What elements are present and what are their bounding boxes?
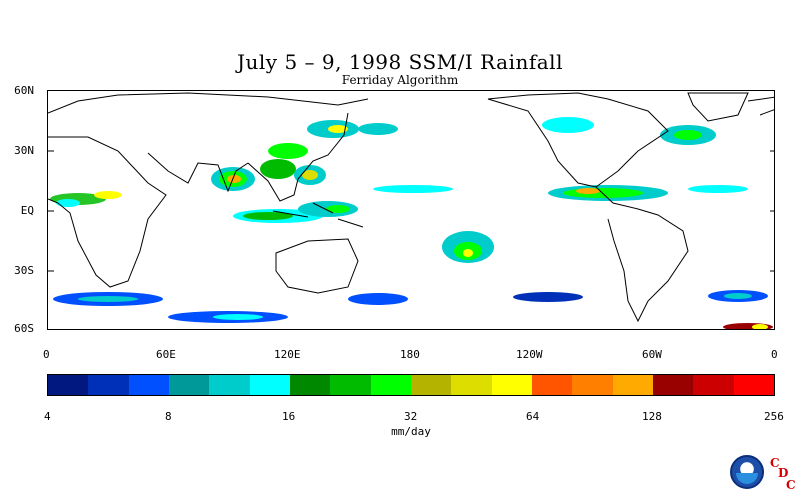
cdc-letter-d: D bbox=[778, 466, 789, 480]
lon-label-0-left: 0 bbox=[43, 348, 50, 361]
map-title: July 5 – 9, 1998 SSM/I Rainfall bbox=[237, 50, 563, 74]
colorbar-swatch bbox=[652, 375, 694, 395]
colorbar-swatch bbox=[572, 375, 613, 395]
lon-label-120e: 120E bbox=[274, 348, 301, 361]
colorbar-swatch bbox=[370, 375, 411, 395]
colorbar-swatch bbox=[410, 375, 452, 395]
colorbar-tick-128: 128 bbox=[642, 410, 662, 423]
colorbar-tick-64: 64 bbox=[526, 410, 540, 423]
map-ticks bbox=[48, 150, 774, 272]
lat-label-30n: 30N bbox=[14, 144, 34, 157]
colorbar-swatch bbox=[491, 375, 532, 395]
colorbar-swatch bbox=[451, 375, 492, 395]
colorbar-tick-32: 32 bbox=[404, 410, 418, 423]
colorbar-swatch bbox=[733, 375, 774, 395]
lat-label-60n: 60N bbox=[14, 84, 34, 97]
colorbar bbox=[47, 374, 775, 396]
colorbar-swatch bbox=[209, 375, 250, 395]
colorbar-swatch bbox=[168, 375, 210, 395]
lon-label-60e: 60E bbox=[156, 348, 176, 361]
rainfall-patches bbox=[50, 117, 773, 329]
lat-label-30s: 30S bbox=[14, 264, 34, 277]
lat-label-60s: 60S bbox=[14, 322, 34, 335]
colorbar-tick-256: 256 bbox=[764, 410, 784, 423]
colorbar-tick-4: 4 bbox=[44, 410, 51, 423]
colorbar-swatch bbox=[88, 375, 129, 395]
rainfall-map bbox=[47, 90, 775, 330]
colorbar-tick-8: 8 bbox=[165, 410, 172, 423]
colorbar-swatch bbox=[249, 375, 290, 395]
colorbar-swatch bbox=[330, 375, 371, 395]
colorbar-swatch bbox=[128, 375, 169, 395]
colorbar-swatch bbox=[289, 375, 331, 395]
colorbar-swatch bbox=[612, 375, 653, 395]
colorbar-units: mm/day bbox=[391, 425, 431, 438]
lat-label-eq: EQ bbox=[20, 204, 34, 217]
colorbar-swatch bbox=[48, 375, 89, 395]
noaa-logo bbox=[730, 455, 764, 489]
colorbar-tick-16: 16 bbox=[282, 410, 296, 423]
rainfall-map-svg bbox=[48, 92, 774, 329]
lon-label-0-right: 0 bbox=[771, 348, 778, 361]
map-subtitle: Ferriday Algorithm bbox=[341, 73, 459, 87]
lon-label-120w: 120W bbox=[516, 348, 543, 361]
colorbar-swatch bbox=[693, 375, 734, 395]
lon-label-180: 180 bbox=[400, 348, 420, 361]
coastlines bbox=[48, 92, 774, 323]
cdc-letter-c1: C bbox=[770, 456, 780, 470]
cdc-letter-c2: C bbox=[786, 478, 796, 492]
lon-label-60w: 60W bbox=[642, 348, 662, 361]
colorbar-swatch bbox=[531, 375, 573, 395]
